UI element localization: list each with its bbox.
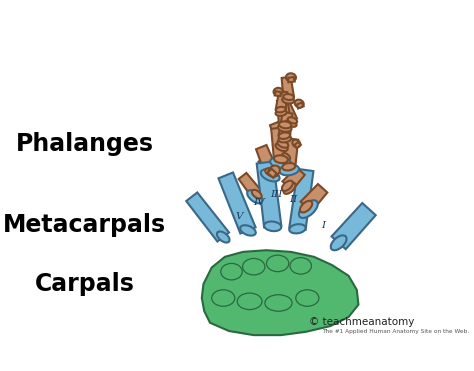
Text: II: II	[289, 195, 297, 204]
Ellipse shape	[269, 170, 277, 177]
Ellipse shape	[252, 190, 262, 198]
Ellipse shape	[268, 165, 280, 177]
Text: The #1 Applied Human Anatomy Site on the Web.: The #1 Applied Human Anatomy Site on the…	[322, 328, 469, 334]
Ellipse shape	[266, 172, 276, 180]
Ellipse shape	[273, 88, 283, 95]
Polygon shape	[294, 142, 301, 148]
Polygon shape	[186, 193, 229, 242]
Ellipse shape	[283, 183, 295, 194]
Ellipse shape	[264, 221, 281, 231]
Text: I: I	[321, 221, 326, 230]
Ellipse shape	[278, 135, 291, 142]
Ellipse shape	[279, 132, 290, 139]
Ellipse shape	[283, 153, 290, 160]
Text: © teachmeanatomy: © teachmeanatomy	[309, 317, 414, 327]
Ellipse shape	[296, 290, 319, 306]
Polygon shape	[238, 173, 261, 198]
Polygon shape	[282, 138, 298, 168]
Ellipse shape	[217, 232, 229, 243]
Polygon shape	[270, 122, 288, 146]
Ellipse shape	[279, 165, 299, 175]
Ellipse shape	[295, 100, 304, 108]
Ellipse shape	[282, 181, 293, 191]
Text: V: V	[235, 212, 243, 221]
Polygon shape	[274, 91, 281, 96]
Ellipse shape	[282, 163, 295, 170]
Polygon shape	[282, 102, 297, 122]
Ellipse shape	[283, 94, 294, 100]
Ellipse shape	[237, 293, 262, 309]
Ellipse shape	[247, 190, 262, 203]
Polygon shape	[256, 145, 278, 175]
Polygon shape	[289, 169, 313, 230]
Ellipse shape	[289, 224, 306, 233]
Ellipse shape	[290, 257, 311, 274]
Ellipse shape	[266, 255, 289, 272]
Ellipse shape	[274, 155, 288, 163]
Ellipse shape	[277, 140, 288, 148]
Ellipse shape	[299, 200, 318, 218]
Ellipse shape	[300, 201, 312, 213]
Text: III: III	[271, 190, 283, 199]
Polygon shape	[332, 203, 376, 249]
Ellipse shape	[288, 117, 297, 124]
Polygon shape	[279, 112, 292, 137]
Polygon shape	[282, 77, 294, 98]
Ellipse shape	[270, 157, 291, 168]
Polygon shape	[273, 141, 290, 159]
Polygon shape	[288, 77, 295, 82]
Ellipse shape	[243, 259, 265, 275]
Polygon shape	[202, 250, 358, 335]
Ellipse shape	[265, 168, 278, 177]
Polygon shape	[267, 169, 277, 178]
Polygon shape	[283, 167, 305, 190]
Ellipse shape	[286, 73, 296, 82]
Ellipse shape	[265, 295, 292, 311]
Ellipse shape	[275, 110, 287, 116]
Ellipse shape	[240, 225, 256, 236]
Ellipse shape	[286, 120, 297, 127]
Text: Carpals: Carpals	[35, 272, 135, 296]
Ellipse shape	[275, 143, 288, 151]
Polygon shape	[276, 91, 287, 110]
Polygon shape	[257, 161, 281, 227]
Ellipse shape	[280, 155, 288, 162]
Ellipse shape	[292, 140, 301, 147]
Polygon shape	[258, 157, 277, 176]
Polygon shape	[219, 173, 255, 233]
Ellipse shape	[279, 121, 292, 128]
Ellipse shape	[282, 97, 294, 104]
Text: Phalanges: Phalanges	[16, 132, 154, 156]
Text: IV: IV	[253, 198, 265, 207]
Ellipse shape	[221, 263, 242, 280]
Polygon shape	[297, 103, 303, 109]
Ellipse shape	[331, 235, 346, 250]
Ellipse shape	[278, 125, 292, 132]
Polygon shape	[277, 100, 292, 126]
Ellipse shape	[212, 290, 235, 306]
Polygon shape	[271, 127, 288, 160]
Polygon shape	[301, 184, 328, 211]
Text: Metacarpals: Metacarpals	[3, 213, 166, 237]
Ellipse shape	[261, 169, 280, 181]
Ellipse shape	[276, 107, 286, 112]
